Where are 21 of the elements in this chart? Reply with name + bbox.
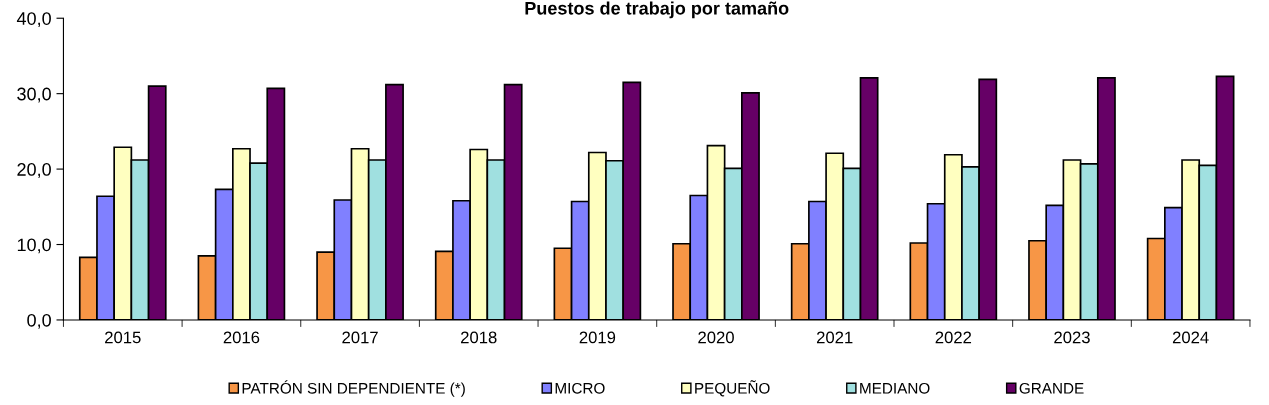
legend-label: MEDIANO — [860, 382, 930, 394]
y-tick-label: 20,0 — [17, 163, 51, 178]
x-tick-label: 2019 — [579, 331, 616, 344]
y-tick-label: 30,0 — [17, 87, 51, 103]
x-tick-label: 2018 — [461, 331, 497, 344]
x-tick-label: 2022 — [935, 331, 972, 344]
y-tick-label: 0,0 — [27, 313, 51, 329]
x-tick-label: 2020 — [698, 331, 734, 344]
legend-label: PATRÓN SIN DEPENDIENTE (*) — [242, 380, 465, 397]
legend-label: PEQUEÑO — [695, 380, 770, 397]
x-tick-label: 2021 — [816, 331, 853, 344]
chart-title: Puestos de trabajo por tamaño — [525, 1, 789, 19]
x-tick-label: 2015 — [105, 331, 141, 344]
legend-label: GRANDE — [1019, 382, 1084, 394]
x-tick-label: 2024 — [1172, 331, 1209, 344]
y-tick-label: 40,0 — [16, 12, 51, 28]
x-tick-label: 2023 — [1054, 331, 1090, 344]
x-tick-label: 2016 — [223, 331, 260, 344]
x-tick-label: 2017 — [342, 331, 378, 344]
y-tick-label: 10,0 — [17, 238, 51, 254]
legend-label: MICRO — [555, 382, 605, 394]
